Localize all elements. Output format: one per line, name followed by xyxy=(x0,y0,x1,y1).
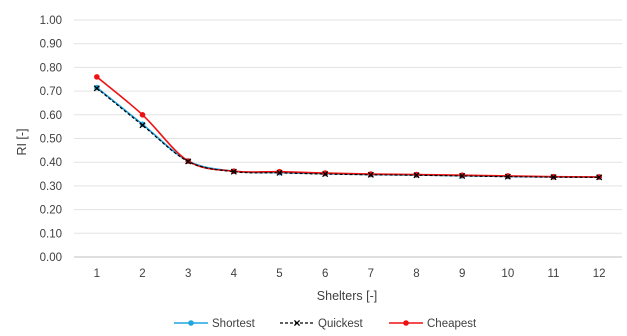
y-tick-label: 1.00 xyxy=(40,15,62,27)
series-line xyxy=(96,86,600,178)
data-point xyxy=(293,319,301,327)
x-tick-label: 1 xyxy=(94,268,100,280)
data-point xyxy=(94,74,100,80)
legend-label: Shortest xyxy=(212,318,256,330)
x-tick-label: 6 xyxy=(322,268,328,280)
series-line xyxy=(96,76,600,178)
data-point xyxy=(230,168,237,175)
x-tick-label: 5 xyxy=(276,268,282,280)
data-point xyxy=(596,174,603,181)
legend-item-cheapest: Cheapest xyxy=(389,318,477,330)
y-tick-label: 0.10 xyxy=(40,228,62,240)
x-tick-label: 12 xyxy=(593,268,606,280)
x-tick-label: 2 xyxy=(139,268,145,280)
series-line xyxy=(96,87,600,178)
data-point xyxy=(139,112,146,118)
y-tick-label: 0.20 xyxy=(40,205,62,217)
legend-label: Cheapest xyxy=(427,318,477,330)
x-tick-label: 10 xyxy=(501,268,514,280)
y-tick-label: 0.50 xyxy=(40,134,62,146)
x-tick-label: 9 xyxy=(459,268,465,280)
x-tick-label: 8 xyxy=(413,268,419,280)
y-tick-label: 0.40 xyxy=(40,157,62,169)
series-quickest xyxy=(93,85,603,181)
series-shortest xyxy=(94,84,602,180)
y-tick-label: 0.60 xyxy=(40,110,62,122)
data-point xyxy=(459,172,466,180)
y-axis-title: RI [-] xyxy=(15,128,29,155)
data-point xyxy=(504,173,511,180)
data-point xyxy=(276,169,283,176)
data-point xyxy=(403,320,409,326)
data-point xyxy=(550,174,557,181)
legend-label: Quickest xyxy=(318,318,364,330)
x-tick-label: 11 xyxy=(548,268,560,280)
data-point xyxy=(322,170,329,178)
y-tick-label: 0.30 xyxy=(40,181,62,193)
y-tick-label: 0.80 xyxy=(40,62,62,74)
data-point xyxy=(322,170,328,176)
x-tick-label: 4 xyxy=(231,268,238,280)
x-tick-label: 7 xyxy=(368,268,374,280)
data-point xyxy=(185,158,192,165)
x-axis-title: Shelters [-] xyxy=(317,289,377,303)
data-point xyxy=(188,320,194,326)
legend-item-shortest: Shortest xyxy=(174,318,256,330)
y-tick-label: 0.00 xyxy=(40,252,62,264)
legend: Shortest Quickest Cheapest xyxy=(174,318,477,330)
grid xyxy=(74,19,622,258)
data-point xyxy=(413,172,420,179)
series-cheapest xyxy=(94,74,602,180)
x-axis-ticks: 1 2 3 4 5 6 7 8 9 10 11 12 xyxy=(94,268,606,280)
data-point xyxy=(367,171,374,178)
series-lines xyxy=(93,74,603,181)
x-tick-label: 3 xyxy=(185,268,191,280)
legend-item-quickest: Quickest xyxy=(280,318,364,330)
data-point xyxy=(93,85,100,92)
y-axis-ticks: 0.00 0.10 0.20 0.30 0.40 0.50 0.60 0.70 0.80 0.90… xyxy=(40,15,62,264)
data-point xyxy=(139,122,146,129)
y-tick-label: 0.90 xyxy=(40,39,62,51)
y-tick-label: 0.70 xyxy=(40,86,62,98)
